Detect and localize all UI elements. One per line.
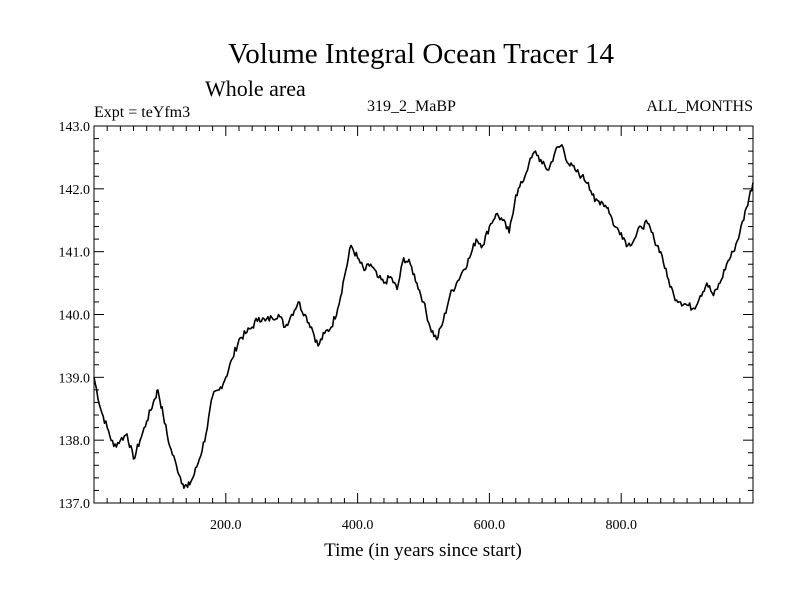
- x-axis-label: Time (in years since start): [324, 540, 522, 561]
- y-tick-label: 142.0: [59, 183, 91, 198]
- y-tick-label: 143.0: [59, 120, 91, 135]
- chart-subtitle: Whole area: [205, 76, 306, 101]
- x-tick-label: 200.0: [210, 518, 242, 533]
- period-annotation: 319_2_MaBP: [367, 98, 456, 115]
- x-axis: 200.0 400.0 600.0 800.0: [106, 126, 741, 533]
- chart-title: Volume Integral Ocean Tracer 14: [228, 38, 615, 70]
- x-tick-label: 600.0: [474, 518, 506, 533]
- plot-frame: [93, 125, 754, 504]
- experiment-annotation: Expt = teYfm3: [94, 104, 190, 121]
- y-tick-label: 141.0: [59, 246, 91, 261]
- months-annotation: ALL_MONTHS: [646, 98, 753, 115]
- x-tick-label: 800.0: [605, 518, 637, 533]
- series-line: [93, 144, 754, 489]
- y-tick-label: 139.0: [59, 371, 91, 386]
- y-tick-label: 140.0: [59, 309, 91, 324]
- y-tick-label: 137.0: [59, 497, 91, 512]
- y-axis: 137.0 138.0 139.0 140.0 141.0 142.0 143.0: [59, 120, 753, 512]
- y-tick-label: 138.0: [59, 434, 91, 449]
- x-tick-label: 400.0: [342, 518, 374, 533]
